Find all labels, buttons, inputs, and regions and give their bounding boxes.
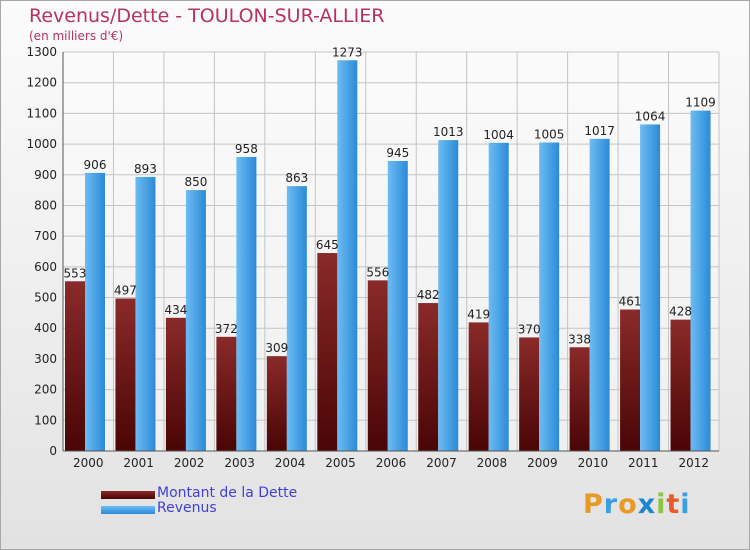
data-label-revenus: 850: [184, 175, 207, 189]
data-label-dette: 556: [366, 265, 389, 279]
bar-revenus: [337, 60, 358, 451]
data-label-dette: 338: [568, 332, 591, 346]
x-tick-label: 2005: [325, 456, 356, 470]
brand-letter: P: [583, 489, 604, 520]
data-label-revenus: 945: [386, 146, 409, 160]
data-label-dette: 482: [417, 288, 440, 302]
x-tick-label: 2008: [477, 456, 508, 470]
bar-dette: [670, 319, 691, 451]
data-label-revenus: 1064: [635, 109, 666, 123]
y-tick-label: 900: [34, 168, 57, 182]
legend-label-revenus: Revenus: [157, 500, 217, 516]
data-label-revenus: 1109: [685, 96, 716, 110]
bar-dette: [165, 317, 186, 451]
bar-revenus: [286, 186, 307, 452]
y-tick-label: 100: [34, 413, 57, 427]
y-tick-label: 600: [34, 260, 57, 274]
legend-swatch-revenus: [101, 506, 155, 514]
bar-dette: [519, 337, 540, 451]
bar-revenus: [85, 172, 105, 452]
data-label-dette: 370: [518, 322, 541, 336]
x-tick-label: 2009: [527, 456, 558, 470]
data-label-dette: 434: [164, 303, 187, 317]
bar-revenus: [236, 156, 257, 451]
bar-dette: [418, 303, 439, 451]
y-tick-label: 1000: [26, 137, 57, 151]
data-label-dette: 553: [64, 266, 87, 280]
data-label-revenus: 1273: [332, 45, 363, 59]
y-tick-label: 300: [34, 352, 57, 366]
y-tick-label: 400: [34, 321, 57, 335]
data-label-revenus: 1017: [584, 124, 615, 138]
y-tick-label: 1100: [26, 106, 57, 120]
bar-revenus: [135, 176, 156, 451]
bar-dette: [65, 281, 85, 451]
y-tick-label: 500: [34, 291, 57, 305]
bar-revenus: [488, 142, 509, 451]
data-label-dette: 419: [467, 307, 490, 321]
brand-letter: x: [637, 489, 657, 520]
chart-subtitle: (en milliers d'€): [29, 29, 124, 43]
data-label-dette: 645: [316, 238, 339, 252]
data-label-revenus: 906: [84, 158, 107, 172]
bar-dette: [620, 309, 641, 451]
y-tick-label: 0: [49, 444, 57, 458]
x-tick-label: 2003: [224, 456, 255, 470]
bar-dette: [216, 336, 237, 451]
x-tick-label: 2001: [123, 456, 154, 470]
data-label-dette: 461: [619, 295, 642, 309]
y-tick-label: 1300: [26, 45, 57, 59]
data-label-revenus: 1005: [534, 128, 565, 142]
brand-letter: i: [680, 489, 691, 520]
bar-dette: [468, 322, 489, 451]
data-label-revenus: 958: [235, 142, 258, 156]
data-label-dette: 372: [215, 322, 238, 336]
y-tick-label: 200: [34, 383, 57, 397]
bar-revenus: [387, 160, 408, 451]
bar-revenus: [589, 138, 610, 451]
x-tick-label: 2002: [174, 456, 205, 470]
x-tick-label: 2011: [628, 456, 659, 470]
x-tick-label: 2010: [578, 456, 609, 470]
brand-letter: o: [618, 489, 638, 520]
brand-letter: t: [666, 489, 681, 520]
legend-swatch-dette: [101, 491, 155, 499]
bar-revenus: [185, 190, 206, 451]
bar-dette: [115, 298, 136, 451]
legend-label-dette: Montant de la Dette: [157, 485, 298, 501]
data-label-revenus: 1013: [433, 125, 464, 139]
x-tick-label: 2004: [275, 456, 306, 470]
bar-revenus: [640, 124, 661, 452]
x-tick-label: 2007: [426, 456, 457, 470]
bar-revenus: [690, 110, 711, 451]
chart-title: Revenus/Dette - TOULON-SUR-ALLIER: [29, 5, 385, 27]
brand-letter: r: [603, 489, 619, 520]
bar-dette: [569, 347, 590, 451]
bar-revenus: [438, 140, 459, 452]
bar-dette: [266, 356, 287, 451]
x-tick-label: 2000: [73, 456, 104, 470]
data-label-revenus: 863: [285, 171, 308, 185]
data-label-dette: 428: [669, 305, 692, 319]
data-label-dette: 309: [265, 341, 288, 355]
data-label-dette: 497: [114, 283, 137, 297]
x-tick-label: 2006: [376, 456, 407, 470]
x-tick-label: 2012: [678, 456, 709, 470]
bar-dette: [317, 253, 338, 451]
y-tick-label: 800: [34, 198, 57, 212]
data-label-revenus: 1004: [483, 128, 514, 142]
bar-dette: [367, 280, 388, 451]
bar-revenus: [539, 142, 560, 452]
data-label-revenus: 893: [134, 162, 157, 176]
proxiti-logo: Proxiti: [583, 489, 691, 520]
brand-letter: i: [656, 489, 667, 520]
y-tick-label: 700: [34, 229, 57, 243]
y-tick-label: 1200: [26, 76, 57, 90]
